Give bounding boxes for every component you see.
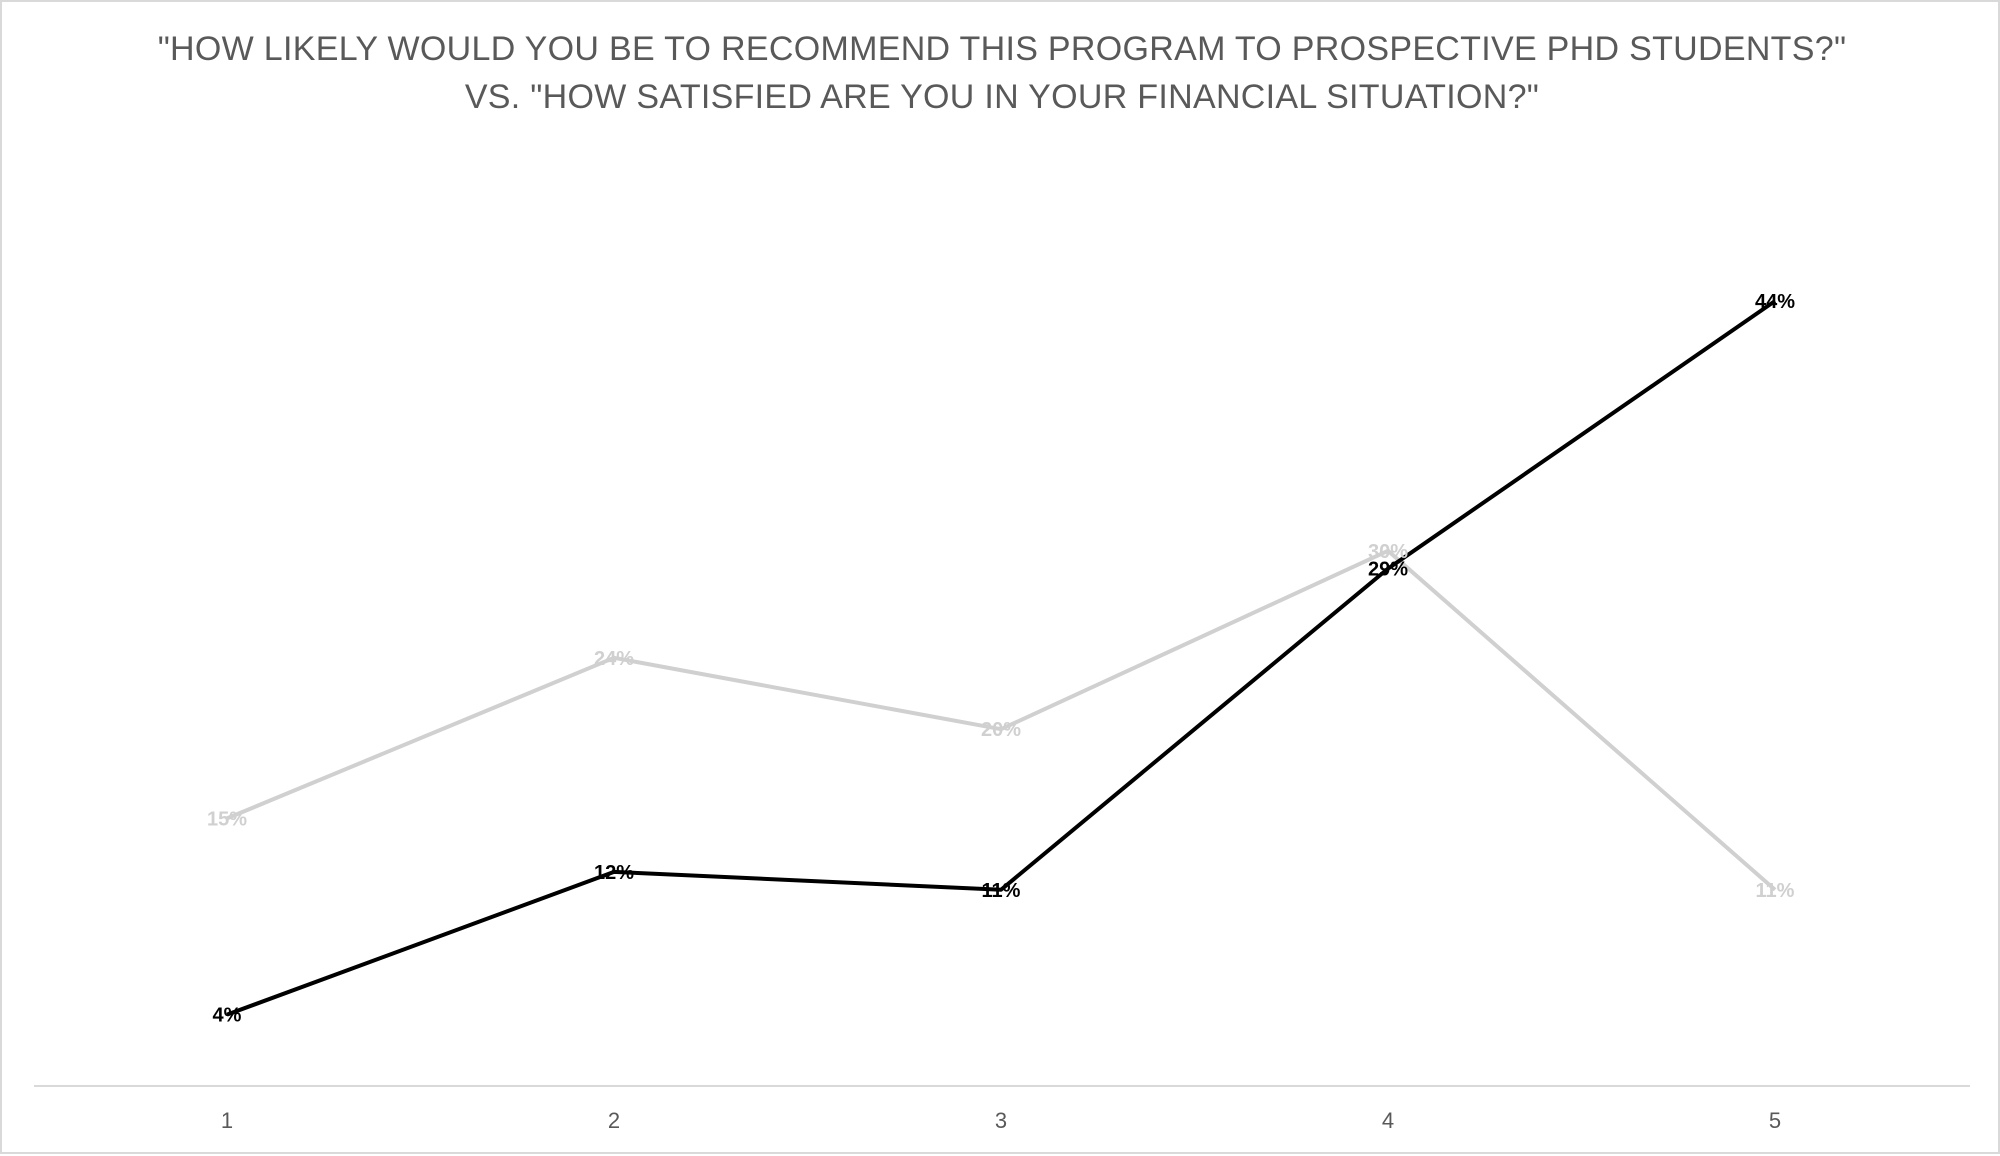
x-axis-tick-labels: 1 2 3 4 5 [221, 1108, 1781, 1133]
x-tick-label: 5 [1769, 1108, 1781, 1133]
data-label: 4% [213, 1005, 242, 1027]
data-label: 29% [1368, 559, 1408, 581]
chart-subtitle: VS. "HOW SATISFIED ARE YOU IN YOUR FINAN… [465, 78, 1539, 116]
chart-title: "HOW LIKELY WOULD YOU BE TO RECOMMEND TH… [158, 30, 1847, 68]
data-label: 30% [1368, 541, 1408, 563]
data-label: 11% [1756, 880, 1795, 902]
data-label: 20% [981, 719, 1021, 741]
series-layer [226, 299, 1777, 1017]
x-tick-label: 4 [1382, 1108, 1394, 1133]
series-line-2 [226, 299, 1777, 1017]
data-label: 12% [594, 862, 634, 884]
x-tick-label: 2 [608, 1108, 620, 1133]
data-label: 15% [207, 808, 247, 830]
data-label: 11% [982, 880, 1021, 902]
data-label: 24% [594, 648, 634, 670]
x-tick-label: 1 [221, 1108, 233, 1133]
data-label: 44% [1755, 291, 1795, 313]
series-line-1 [226, 548, 1777, 892]
data-label-layer: 15% 24% 20% 30% 11% 4% 12% 11% 29% 44% [207, 291, 1795, 1027]
x-tick-label: 3 [995, 1108, 1007, 1133]
